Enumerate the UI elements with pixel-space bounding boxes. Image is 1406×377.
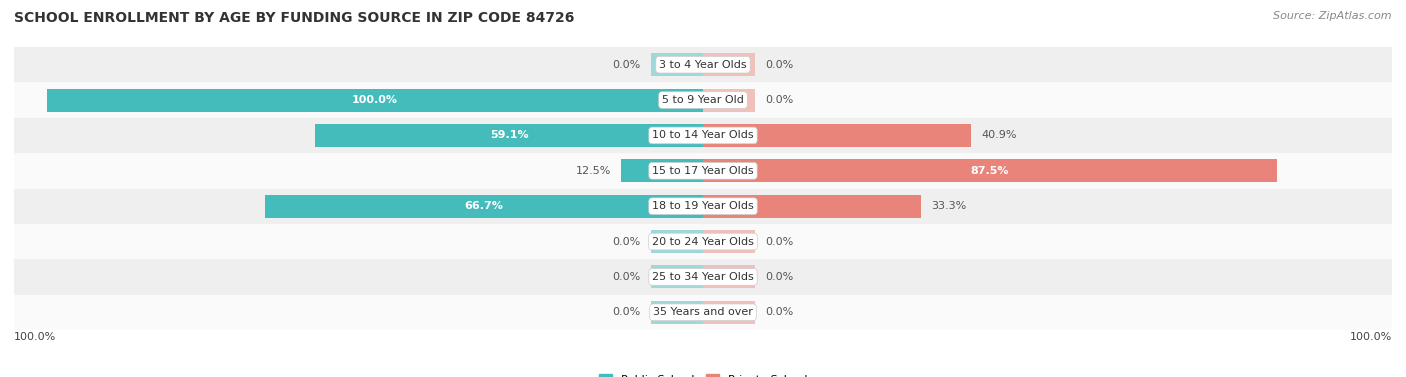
Bar [14,47,1392,83]
Text: 18 to 19 Year Olds: 18 to 19 Year Olds [652,201,754,211]
Text: 5 to 9 Year Old: 5 to 9 Year Old [662,95,744,105]
Text: 40.9%: 40.9% [981,130,1017,141]
Text: 20 to 24 Year Olds: 20 to 24 Year Olds [652,236,754,247]
Bar [651,301,703,324]
Text: 66.7%: 66.7% [465,201,503,211]
Bar [14,188,1392,224]
Bar [703,89,755,112]
Text: 100.0%: 100.0% [1350,332,1392,342]
Text: 0.0%: 0.0% [765,307,793,317]
Text: 100.0%: 100.0% [352,95,398,105]
Bar [703,301,755,324]
Bar [621,159,703,182]
Text: 0.0%: 0.0% [613,307,641,317]
Bar [651,53,703,76]
Text: 3 to 4 Year Olds: 3 to 4 Year Olds [659,60,747,70]
Bar [703,195,921,218]
Bar [14,153,1392,188]
Bar [266,195,703,218]
Text: 0.0%: 0.0% [765,60,793,70]
Text: 12.5%: 12.5% [576,166,612,176]
Bar [703,159,1277,182]
Text: 100.0%: 100.0% [14,332,56,342]
Bar [703,124,972,147]
Bar [14,224,1392,259]
Bar [315,124,703,147]
Legend: Public School, Private School: Public School, Private School [595,370,811,377]
Text: 0.0%: 0.0% [765,95,793,105]
Text: 59.1%: 59.1% [489,130,529,141]
Text: 0.0%: 0.0% [613,236,641,247]
Bar [14,294,1392,330]
Bar [651,230,703,253]
Text: 0.0%: 0.0% [765,236,793,247]
Bar [703,230,755,253]
Bar [14,83,1392,118]
Text: 35 Years and over: 35 Years and over [652,307,754,317]
Text: 87.5%: 87.5% [970,166,1010,176]
Text: 33.3%: 33.3% [931,201,966,211]
Text: 0.0%: 0.0% [613,272,641,282]
Text: 25 to 34 Year Olds: 25 to 34 Year Olds [652,272,754,282]
Bar [14,259,1392,294]
Bar [703,265,755,288]
Text: SCHOOL ENROLLMENT BY AGE BY FUNDING SOURCE IN ZIP CODE 84726: SCHOOL ENROLLMENT BY AGE BY FUNDING SOUR… [14,11,575,25]
Text: 15 to 17 Year Olds: 15 to 17 Year Olds [652,166,754,176]
Bar [46,89,703,112]
Text: 0.0%: 0.0% [613,60,641,70]
Text: 0.0%: 0.0% [765,272,793,282]
Text: Source: ZipAtlas.com: Source: ZipAtlas.com [1274,11,1392,21]
Text: 10 to 14 Year Olds: 10 to 14 Year Olds [652,130,754,141]
Bar [14,118,1392,153]
Bar [651,265,703,288]
Bar [703,53,755,76]
